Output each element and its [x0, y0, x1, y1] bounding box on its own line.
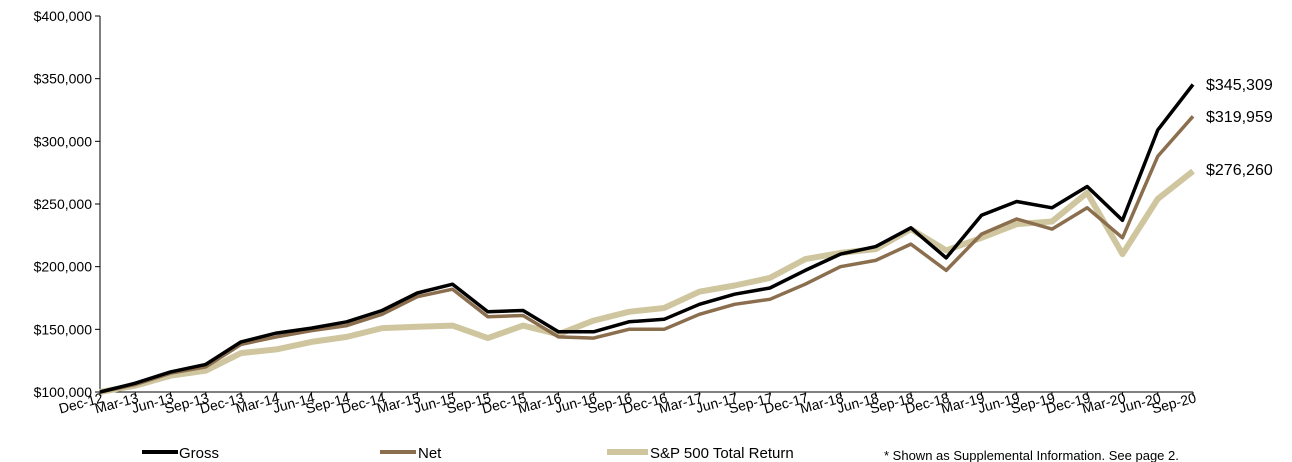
y-axis-ticks: $100,000 $150,000 $200,000 $250,000 $300,000…: [34, 8, 100, 400]
series-line-gross: [99, 83, 1195, 394]
legend-item-net: Net: [380, 445, 442, 462]
y-tick-label: $150,000: [34, 321, 93, 337]
y-tick-label: $100,000: [34, 384, 93, 400]
series-line-s-p-500-total-return: [99, 168, 1195, 395]
series-line-net: [99, 115, 1195, 394]
end-value-labels: $345,309 $319,959 $276,260: [1206, 77, 1273, 179]
y-tick-label: $300,000: [34, 133, 93, 149]
end-label-net: $319,959: [1206, 109, 1273, 126]
footnote: * Shown as Supplemental Information. See…: [884, 448, 1179, 462]
legend-item-sp500: S&P 500 Total Return: [607, 445, 794, 462]
end-label-s-p-500-total-return: $276,260: [1206, 162, 1273, 179]
end-label-gross: $345,309: [1206, 77, 1273, 94]
legend-label-gross: Gross: [179, 445, 219, 462]
legend-label-net: Net: [418, 445, 442, 462]
legend: Gross Net S&P 500 Total Return: [142, 445, 794, 462]
x-axis-ticks: Dec-12Mar-13Jun-13Sep-13Dec-13Mar-14Jun-…: [57, 389, 1198, 416]
plot-area: $100,000 $150,000 $200,000 $250,000 $300,000…: [34, 8, 1273, 417]
legend-label-sp500: S&P 500 Total Return: [650, 445, 794, 462]
y-tick-label: $200,000: [34, 259, 93, 275]
y-tick-label: $400,000: [34, 8, 93, 24]
series-lines: [99, 83, 1195, 395]
y-tick-label: $250,000: [34, 196, 93, 212]
y-tick-label: $350,000: [34, 71, 93, 87]
legend-item-gross: Gross: [142, 445, 219, 462]
